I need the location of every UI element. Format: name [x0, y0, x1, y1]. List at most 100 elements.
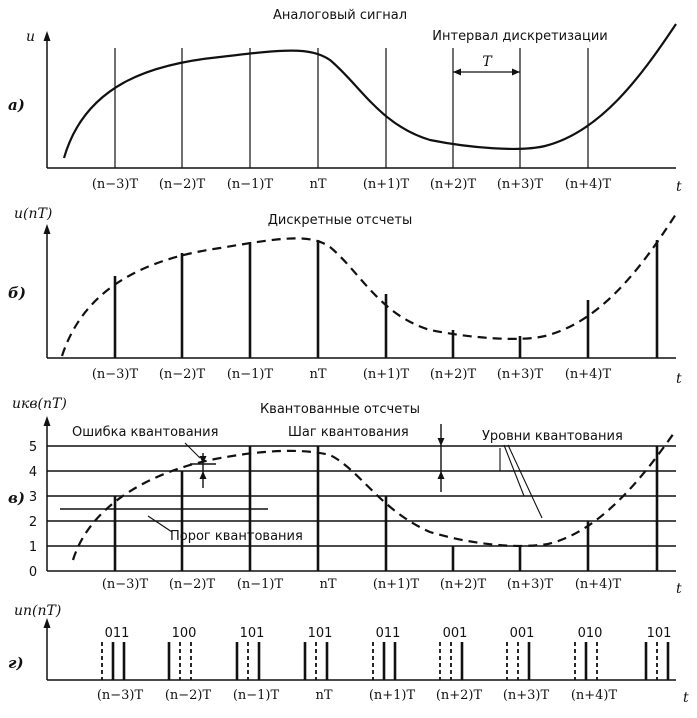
panel-b-y-arrow — [43, 224, 51, 234]
panel-a-gridlines — [114, 48, 589, 168]
tick-label: (n−1)T — [233, 688, 280, 703]
tick-label: (n−2)T — [165, 688, 212, 703]
panel-a-y-arrow — [43, 31, 51, 41]
error-arrowhead-up — [199, 471, 207, 479]
tick-label: (n+3)T — [497, 177, 544, 192]
panel-a-letter: а) — [8, 96, 25, 114]
sampling-interval-label: Интервал дискретизации — [432, 29, 607, 44]
tick-label: nT — [319, 577, 336, 592]
code-label: 001 — [510, 626, 535, 641]
panel-c-level-numbers: 0 1 2 3 4 5 — [29, 440, 37, 580]
tick-label: (n−2)T — [169, 577, 216, 592]
tick-label: (n−3)T — [92, 367, 139, 382]
panel-c-x-label: t — [676, 581, 682, 597]
step-arrowhead-down — [437, 438, 445, 446]
quantization-step-marker — [437, 424, 445, 492]
tick-label: (n+2)T — [440, 577, 487, 592]
panel-d-y-arrow — [43, 618, 51, 628]
tick-label: (n+2)T — [436, 688, 483, 703]
step-arrowhead-up — [437, 471, 445, 479]
code-label: 101 — [647, 626, 672, 641]
panel-c-y-arrow — [43, 416, 51, 426]
tick-label: (n+4)T — [565, 367, 612, 382]
tick-label: nT — [309, 177, 326, 192]
panel-d-x-label: t — [683, 690, 689, 706]
level-number: 3 — [29, 490, 37, 505]
panel-c-letter: в) — [8, 489, 25, 507]
tick-label: (n+2)T — [430, 177, 477, 192]
analog-signal-curve — [62, 23, 677, 159]
panel-c-y-label: uкв(nT) — [12, 396, 67, 412]
code-label: 100 — [172, 626, 197, 641]
tick-label: (n−2)T — [159, 177, 206, 192]
quantized-envelope-curve — [71, 429, 677, 561]
T-arrowhead-left — [453, 68, 461, 76]
code-label: 010 — [578, 626, 603, 641]
T-label: T — [482, 54, 493, 70]
tick-label: (n+1)T — [363, 367, 410, 382]
panel-d: uп(nT) г) t 011 100 101 101 011 001 001 … — [8, 603, 689, 706]
tick-label: (n+3)T — [507, 577, 554, 592]
code-label: 101 — [308, 626, 333, 641]
panel-b-x-label: t — [676, 371, 682, 387]
tick-label: (n−1)T — [227, 367, 274, 382]
panel-b-title: Дискретные отсчеты — [268, 213, 413, 228]
T-arrowhead-right — [512, 68, 520, 76]
level-number: 5 — [29, 440, 37, 455]
panel-c-samples — [113, 446, 659, 571]
code-group-labels: 011 100 101 101 011 001 001 010 101 — [105, 626, 672, 641]
panel-b-tick-labels: (n−3)T (n−2)T (n−1)T nT (n+1)T (n+2)T (n… — [92, 367, 612, 382]
panel-a-tick-labels: (n−3)T (n−2)T (n−1)T nT (n+1)T (n+2)T (n… — [92, 177, 612, 192]
panel-c-title: Квантованные отсчеты — [260, 402, 420, 417]
tick-label: (n+3)T — [497, 367, 544, 382]
tick-label: (n−3)T — [102, 577, 149, 592]
code-label: 011 — [105, 626, 130, 641]
tick-label: (n−2)T — [159, 367, 206, 382]
tick-label: (n−1)T — [237, 577, 284, 592]
panel-b: u(nT) Дискретные отсчеты б) t (n−3)T (n−… — [8, 206, 682, 387]
panel-b-y-label: u(nT) — [14, 206, 52, 222]
levels-pointer — [503, 444, 525, 497]
threshold-leader-line — [147, 515, 173, 533]
panel-d-letter: г) — [8, 654, 24, 672]
code-label: 001 — [443, 626, 468, 641]
tick-label: (n+1)T — [373, 577, 420, 592]
sampled-envelope-curve — [60, 213, 677, 357]
panel-b-samples — [113, 240, 659, 358]
tick-label: nT — [315, 688, 332, 703]
code-label: 011 — [376, 626, 401, 641]
panel-a-y-label: u — [26, 29, 35, 45]
level-number: 4 — [29, 465, 37, 480]
tick-label: (n+4)T — [571, 688, 618, 703]
panel-b-letter: б) — [8, 284, 26, 302]
panel-a: Аналоговый сигнал Интервал дискретизации… — [8, 8, 682, 195]
tick-label: (n+2)T — [430, 367, 477, 382]
quantization-error-marker — [190, 453, 216, 488]
level-number: 2 — [29, 515, 37, 530]
quantization-levels — [47, 445, 676, 572]
levels-pointer — [507, 444, 543, 519]
tick-label: (n+4)T — [575, 577, 622, 592]
tick-label: (n+3)T — [503, 688, 550, 703]
tick-label: nT — [309, 367, 326, 382]
panel-a-x-label: t — [676, 179, 682, 195]
code-pulses — [101, 642, 670, 680]
level-number: 1 — [29, 540, 37, 555]
quantization-levels-label: Уровни квантования — [482, 429, 623, 444]
panel-d-y-label: uп(nT) — [14, 603, 61, 619]
tick-label: (n+1)T — [369, 688, 416, 703]
code-label: 101 — [240, 626, 265, 641]
tick-label: (n+4)T — [565, 177, 612, 192]
tick-label: (n−1)T — [227, 177, 274, 192]
quantization-threshold-label: Порог квантования — [170, 529, 303, 544]
levels-pointer-lines — [499, 444, 543, 519]
quantization-error-label: Ошибка квантования — [72, 425, 218, 440]
error-arrowhead-down — [199, 456, 207, 464]
tick-label: (n−3)T — [92, 177, 139, 192]
error-leader-line — [184, 442, 201, 459]
tick-label: (n−3)T — [97, 688, 144, 703]
panel-a-title: Аналоговый сигнал — [273, 8, 407, 23]
quantization-step-label: Шаг квантования — [288, 425, 409, 440]
tick-label: (n+1)T — [363, 177, 410, 192]
